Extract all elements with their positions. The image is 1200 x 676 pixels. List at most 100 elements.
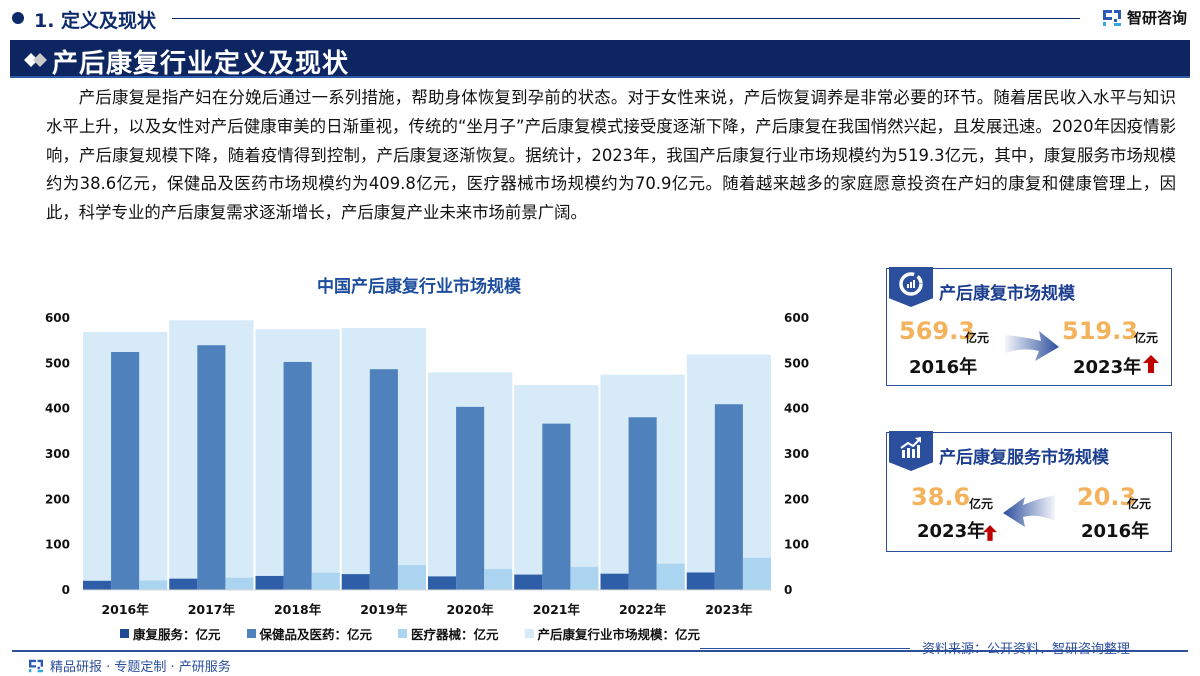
series-bar <box>169 578 198 590</box>
y2-tick-label: 400 <box>784 402 809 416</box>
legend-item: 产后康复行业市场规模：亿元 <box>524 624 701 643</box>
start-value: 20.3 <box>1077 483 1137 511</box>
series-bar <box>111 352 140 590</box>
end-value: 519.3 <box>1062 317 1138 345</box>
start-value: 569.3 <box>899 317 975 345</box>
arrow-left-icon <box>1003 495 1055 527</box>
growth-chart-icon <box>900 437 921 458</box>
start-unit: 亿元 <box>1127 497 1152 511</box>
y2-tick-label: 600 <box>784 311 809 325</box>
y-tick-label: 0 <box>62 583 70 597</box>
legend-label: 医疗器械：亿元 <box>411 627 499 642</box>
card-title: 产后康复市场规模 <box>939 284 1075 304</box>
end-year: 2023年 <box>917 521 986 542</box>
start-year: 2016年 <box>1081 521 1150 542</box>
series-bar <box>255 575 284 590</box>
trend-up-icon <box>983 525 997 541</box>
end-unit: 亿元 <box>1134 331 1159 345</box>
x-tick-label: 2022年 <box>619 602 667 617</box>
series-bar <box>686 572 715 590</box>
legend-label: 产后康复行业市场规模：亿元 <box>537 627 701 642</box>
pie-chart-icon <box>899 272 923 296</box>
trend-up-icon <box>1143 355 1159 373</box>
card-icon-badge <box>889 431 933 471</box>
page-title: 产后康复行业定义及现状 <box>52 49 350 79</box>
legend-swatch <box>120 629 129 638</box>
legend-item: 医疗器械：亿元 <box>398 624 499 643</box>
footer-text: 精品研报 · 专题定制 · 产研服务 <box>50 660 231 675</box>
x-tick-label: 2023年 <box>705 602 753 617</box>
series-bar <box>628 417 657 590</box>
series-bar <box>283 361 312 590</box>
y-tick-label: 600 <box>45 311 70 325</box>
legend-swatch <box>524 629 534 638</box>
x-tick-label: 2017年 <box>188 602 236 617</box>
series-bar <box>714 404 743 590</box>
diamond-icon <box>24 53 47 67</box>
series-bar <box>428 576 457 590</box>
header-divider <box>172 18 1080 19</box>
y2-tick-label: 500 <box>784 356 809 370</box>
series-bar <box>83 580 112 590</box>
series-bar <box>570 566 599 590</box>
series-bar <box>514 574 543 590</box>
series-bar <box>139 580 168 590</box>
x-tick-label: 2018年 <box>274 602 322 617</box>
chart-legend: 康复服务：亿元 保健品及医药：亿元 医疗器械：亿元 产后康复行业市场规模：亿元 <box>120 624 700 643</box>
legend-label: 保健品及医药：亿元 <box>259 627 373 642</box>
end-year: 2023年 <box>1073 357 1142 378</box>
brand-mark-icon <box>29 659 43 672</box>
series-bar <box>484 569 513 590</box>
description-paragraph: 产后康复是指产妇在分娩后通过一系列措施，帮助身体恢复到孕前的状态。对于女性来说，… <box>46 88 1176 223</box>
series-bar <box>341 574 370 590</box>
series-bar <box>369 369 398 590</box>
x-tick-label: 2019年 <box>360 602 408 617</box>
y2-tick-label: 200 <box>784 492 809 506</box>
y-tick-label: 400 <box>45 402 70 416</box>
footer-divider <box>12 650 1188 652</box>
series-bar <box>656 563 685 590</box>
section-label: 1. 定义及现状 <box>34 10 157 32</box>
brand-name: 智研咨询 <box>1127 9 1188 27</box>
y-tick-label: 100 <box>45 538 70 552</box>
market-size-card: 产后康复市场规模 569.3 亿元 2016年 519.3 亿元 2023年 <box>886 267 1172 386</box>
y-tick-label: 200 <box>45 492 70 506</box>
bar-chart: 2016年 2017年 2018年 2019年 2020年 2021年 2022年 2023年… <box>45 311 809 617</box>
brand-mark-icon <box>1103 9 1121 26</box>
series-bar <box>742 557 771 590</box>
y2-tick-label: 300 <box>784 447 809 461</box>
card-title: 产后康复服务市场规模 <box>939 448 1109 468</box>
series-bar <box>197 345 226 590</box>
page-banner: 产后康复行业定义及现状 <box>10 40 1190 79</box>
end-unit: 亿元 <box>969 497 994 511</box>
end-value: 38.6 <box>911 483 971 511</box>
series-bar <box>542 423 571 590</box>
legend-label: 康复服务：亿元 <box>133 627 221 642</box>
chart-title: 中国产后康复行业市场规模 <box>317 277 521 297</box>
service-market-card: 产后康复服务市场规模 38.6 亿元 2023年 20.3 亿元 2016年 <box>886 431 1172 552</box>
x-tick-label: 2020年 <box>446 602 494 617</box>
series-bar <box>456 406 485 590</box>
y-tick-label: 500 <box>45 356 70 370</box>
series-bar <box>225 577 254 590</box>
top-bar: 1. 定义及现状 智研咨询 <box>0 0 1200 38</box>
footer-tagline: 精品研报 · 专题定制 · 产研服务 <box>28 656 231 675</box>
legend-item: 康复服务：亿元 <box>120 624 221 643</box>
legend-swatch <box>398 629 408 638</box>
series-bar <box>397 565 426 590</box>
source-divider <box>700 648 910 649</box>
series-bar <box>311 572 340 590</box>
bullet-icon <box>12 12 24 24</box>
series-bar <box>600 573 629 590</box>
y-tick-label: 300 <box>45 447 70 461</box>
start-unit: 亿元 <box>965 331 990 345</box>
arrow-right-icon <box>1005 331 1059 361</box>
legend-swatch <box>246 629 256 638</box>
x-tick-label: 2021年 <box>533 602 581 617</box>
card-icon-badge <box>889 267 933 307</box>
data-source: 资料来源：公开资料、智研咨询整理 <box>922 638 1130 657</box>
y2-tick-label: 100 <box>784 538 809 552</box>
legend-item: 保健品及医药：亿元 <box>246 624 373 643</box>
x-tick-label: 2016年 <box>101 602 149 617</box>
start-year: 2016年 <box>909 357 978 378</box>
